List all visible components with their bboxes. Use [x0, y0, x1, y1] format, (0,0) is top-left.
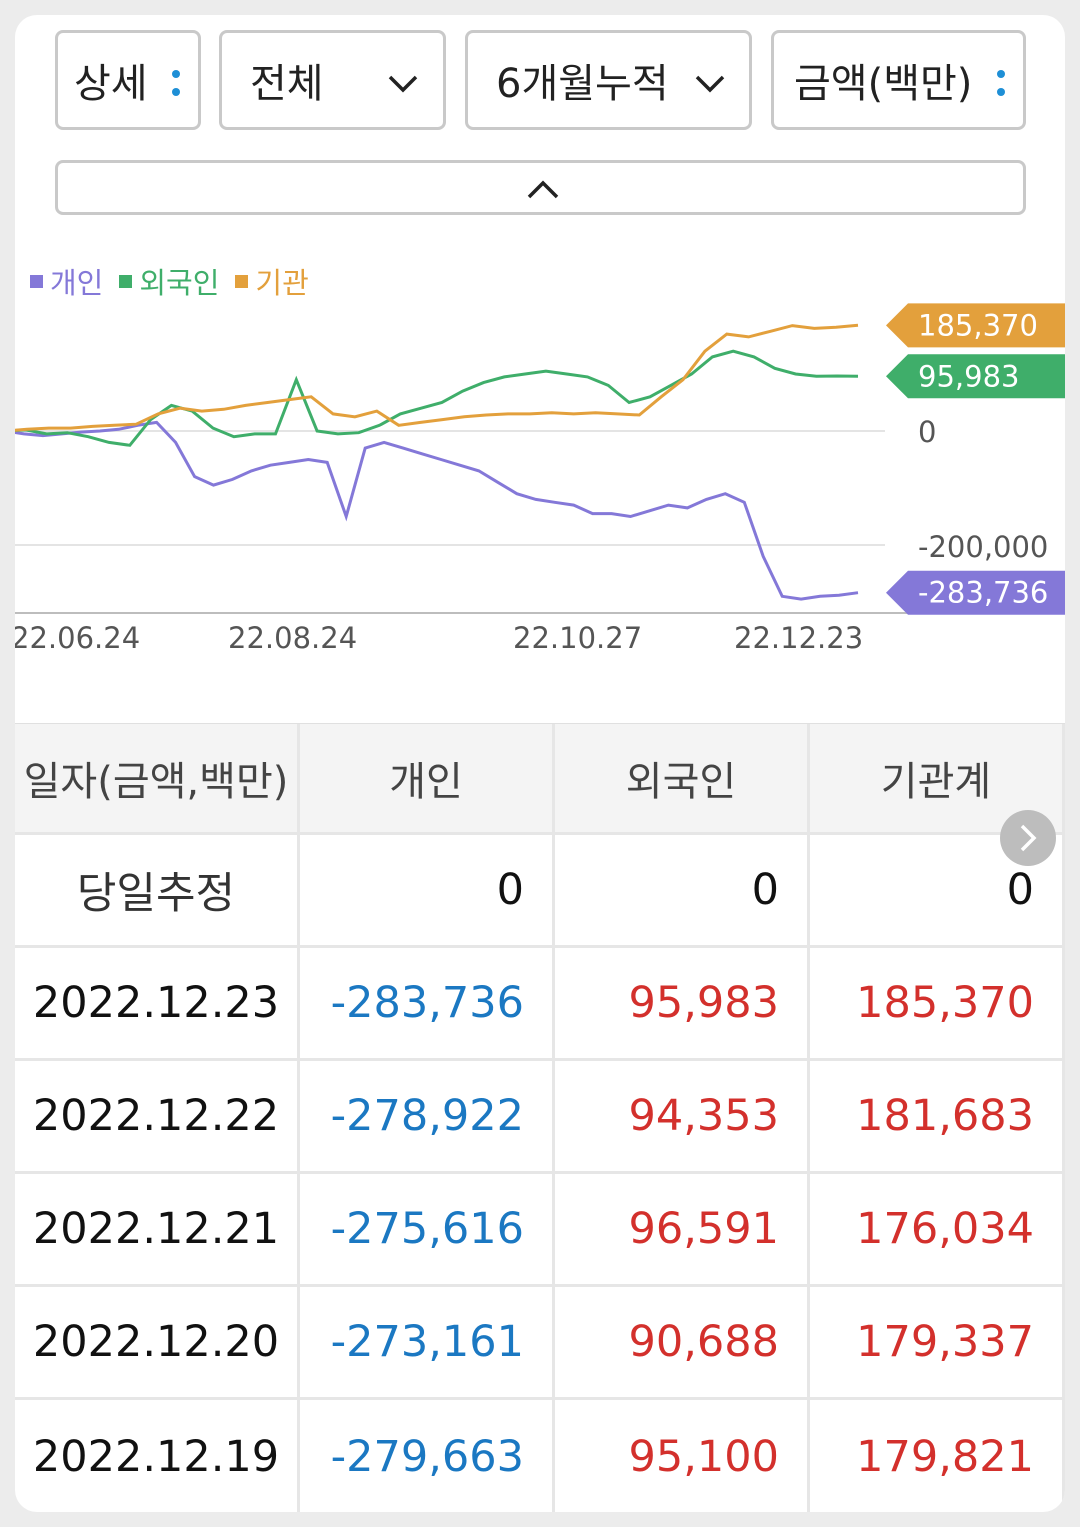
scroll-right-button[interactable] [1000, 810, 1056, 866]
cell-foreign: 95,100 [555, 1400, 810, 1512]
chevron-down-icon [695, 75, 725, 93]
legend-item-institution: 기관 [235, 260, 309, 302]
estimate-label: 당일추정 [15, 835, 300, 945]
legend-item-foreign: 외국인 [119, 260, 219, 302]
unit-select[interactable]: 금액(백만) [771, 30, 1026, 130]
cell-foreign: 94,353 [555, 1061, 810, 1171]
badge-shape [886, 303, 1065, 348]
table-row-estimate: 당일추정 0 0 0 [15, 835, 1065, 948]
cell-individual: -283,736 [300, 948, 555, 1058]
x-tick-label: 22.10.27 [513, 621, 642, 655]
badge-label: 95,983 [918, 359, 1019, 393]
legend-swatch [235, 274, 249, 288]
more-dots-icon [997, 70, 1005, 96]
cell-institution: 179,337 [810, 1287, 1065, 1397]
cell-institution: 176,034 [810, 1174, 1065, 1284]
cell-individual: 0 [300, 835, 555, 945]
cell-date: 2022.12.21 [15, 1174, 300, 1284]
scope-select-label: 전체 [250, 61, 324, 107]
badge-shape [886, 354, 1065, 399]
chevron-up-icon [527, 180, 559, 199]
view-select-label: 상세 [74, 61, 148, 107]
cell-individual: -273,161 [300, 1287, 555, 1397]
badge-label: 185,370 [918, 308, 1038, 342]
x-tick-label: 22.12.23 [734, 621, 863, 655]
header-date: 일자(금액,백만) [15, 724, 300, 832]
y-tick-label: 0 [918, 415, 936, 449]
chevron-right-icon [1020, 824, 1037, 852]
scope-select[interactable]: 전체 [219, 30, 446, 130]
badge-shape [886, 570, 1065, 615]
cell-date: 2022.12.19 [15, 1400, 300, 1512]
cell-foreign: 0 [555, 835, 810, 945]
investor-trend-card: 상세 전체 6개월누적 금액(백만) 개인 외국인 기관 [15, 15, 1065, 1512]
x-tick-label: 22.06.24 [15, 621, 140, 655]
cell-foreign: 95,983 [555, 948, 810, 1058]
table-row[interactable]: 2022.12.22 -278,922 94,353 181,683 [15, 1061, 1065, 1174]
cell-institution: 179,821 [810, 1400, 1065, 1512]
cell-date: 2022.12.22 [15, 1061, 300, 1171]
legend-swatch [30, 274, 43, 288]
legend-label: 개인 [50, 266, 104, 300]
table-row[interactable]: 2022.12.23 -283,736 95,983 185,370 [15, 948, 1065, 1061]
series-line-2 [15, 323, 859, 432]
legend-swatch [119, 274, 133, 288]
cell-date: 2022.12.23 [15, 948, 300, 1058]
cell-foreign: 96,591 [555, 1174, 810, 1284]
header-institution: 기관계 [810, 724, 1065, 832]
unit-select-label: 금액(백만) [794, 61, 973, 107]
table-header: 일자(금액,백만) 개인 외국인 기관계 [15, 723, 1065, 835]
badge-label: -283,736 [918, 576, 1048, 610]
last-value-badge: -283,736 [886, 570, 1065, 615]
more-dots-icon [172, 70, 180, 96]
cell-institution: 185,370 [810, 948, 1065, 1058]
cell-individual: -279,663 [300, 1400, 555, 1512]
last-value-badge: 95,983 [886, 354, 1065, 399]
cell-individual: -275,616 [300, 1174, 555, 1284]
cell-individual: -278,922 [300, 1061, 555, 1171]
period-select-label: 6개월누적 [496, 61, 669, 107]
cell-date: 2022.12.20 [15, 1287, 300, 1397]
table-row[interactable]: 2022.12.21 -275,616 96,591 176,034 [15, 1174, 1065, 1287]
cell-institution: 0 [810, 835, 1065, 945]
line-chart: 0 -200,000 -283,736 95,983 185,370 22.06.2… [15, 303, 1065, 655]
legend-label: 외국인 [139, 266, 220, 300]
legend-label: 기관 [255, 266, 309, 300]
chart-legend: 개인 외국인 기관 [30, 260, 325, 302]
y-tick-label: -200,000 [918, 530, 1048, 564]
header-foreign: 외국인 [555, 724, 810, 832]
chevron-down-icon [388, 75, 418, 93]
table-row[interactable]: 2022.12.19 -279,663 95,100 179,821 [15, 1400, 1065, 1512]
cell-foreign: 90,688 [555, 1287, 810, 1397]
x-tick-label: 22.08.24 [228, 621, 357, 655]
collapse-chart-button[interactable] [55, 160, 1026, 215]
cell-institution: 181,683 [810, 1061, 1065, 1171]
investor-table: 일자(금액,백만) 개인 외국인 기관계 당일추정 0 0 0 2022.12.… [15, 723, 1065, 1512]
last-value-badge: 185,370 [886, 303, 1065, 348]
series-line-1 [15, 349, 859, 447]
header-individual: 개인 [300, 724, 555, 832]
period-select[interactable]: 6개월누적 [465, 30, 752, 130]
table-row[interactable]: 2022.12.20 -273,161 90,688 179,337 [15, 1287, 1065, 1400]
series-line-0 [15, 420, 859, 601]
legend-item-individual: 개인 [30, 260, 103, 302]
view-select[interactable]: 상세 [55, 30, 201, 130]
